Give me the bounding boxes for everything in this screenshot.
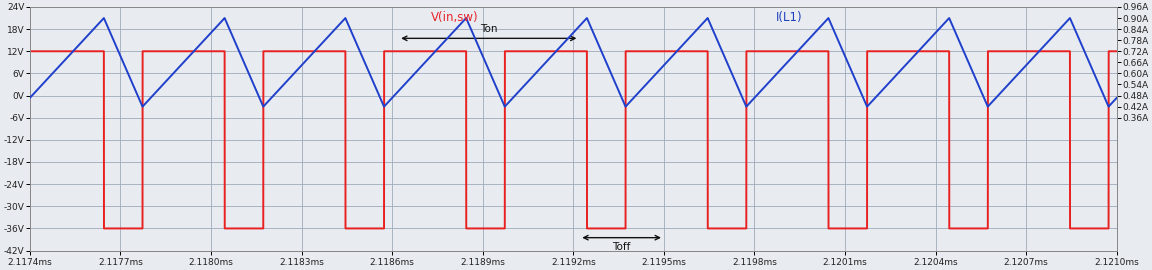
- Text: I(L1): I(L1): [775, 11, 803, 24]
- Text: Toff: Toff: [613, 242, 631, 252]
- Text: V(in,sw): V(in,sw): [431, 11, 479, 24]
- Text: Ton: Ton: [480, 24, 498, 34]
